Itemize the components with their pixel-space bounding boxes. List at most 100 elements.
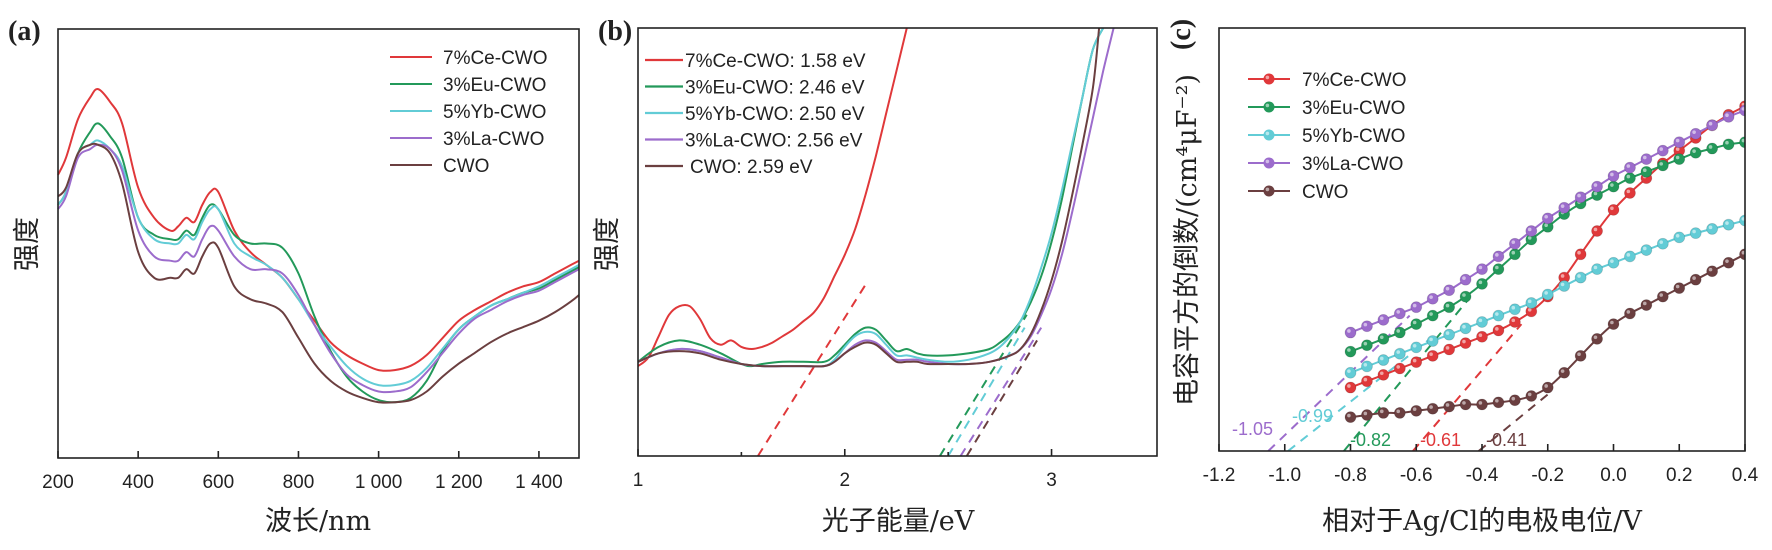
panel-c-point-highlight [1527,236,1532,240]
panel-a-x-axis-title: 波长/nm [265,506,371,537]
panel-c-point-3-eu-cwo [1492,263,1505,276]
panel-c-point-highlight [1626,174,1631,179]
panel-c-point-cwo [1574,349,1587,362]
panel-c-point-highlight [1659,162,1664,166]
panel-c-point-3-la-cwo [1476,263,1488,276]
panel-c-point-highlight [1495,265,1499,270]
panel-a-x-tick-label: 1 400 [515,472,563,493]
panel-c-point-cwo [1706,265,1719,278]
panel-c-point-5-yb-cwo [1377,354,1390,366]
panel-c-plot-frame [1218,27,1746,452]
panel-c-point-highlight [1610,206,1614,211]
panel-b-tauc-plot: (b) 1 2 3 光子能量/eV 强度 7%Ce-CWO: 1.58 eV 3%Eu… [592,16,1158,537]
panel-c-point-3-eu-cwo [1722,138,1735,151]
panel-c-point-3-la-cwo [1574,191,1587,204]
panel-c-x-tick-label: -1.2 [1203,465,1236,486]
panel-c-point-highlight [1363,411,1368,416]
panel-c-point-3-eu-cwo [1673,153,1686,166]
panel-a-legend-label: CWO [443,156,489,177]
panel-c-point-highlight [1511,305,1516,310]
panel-b-legend: 7%Ce-CWO: 1.58 eV 3%Eu-CWO: 2.46 eV 5%Yb-C… [645,51,866,178]
panel-c-point-highlight [1741,138,1745,143]
panel-c-point-7-ce-cwo [1443,343,1456,356]
panel-b-x-tick-label: 3 [1046,470,1057,491]
panel-c-point-highlight [1610,183,1614,187]
panel-c-x-tick-label: -0.4 [1466,465,1499,486]
panel-c-point-highlight [1593,265,1598,270]
panel-a-x-tick-label: 600 [202,472,234,493]
panel-c-legend: 7%Ce-CWO 3%Eu-CWO 5%Yb-CWO 3%La-CWO CWO [1248,70,1407,203]
panel-b-plot-frame [637,27,1158,457]
panel-c-point-5-yb-cwo [1541,288,1554,301]
panel-c-point-highlight [1659,240,1664,244]
panel-c-flatband-annotations: -0.61 -0.82 -0.99 -1.05 -0.41 [1232,406,1527,450]
panel-c-legend-label: 3%La-CWO [1302,154,1403,175]
panel-c-point-highlight [1511,250,1516,255]
panel-c-x-tick-label: 0.2 [1666,465,1692,486]
panel-c-point-3-eu-cwo [1459,290,1472,303]
panel-c-point-cwo [1344,411,1357,424]
panel-c-point-highlight [1363,341,1368,346]
panel-b-label: (b) [598,16,632,47]
panel-c-point-highlight [1478,318,1483,323]
panel-c-point-highlight [1429,312,1433,316]
panel-c-point-3-eu-cwo [1640,165,1653,178]
panel-c-point-highlight [1379,356,1384,361]
panel-c-point-highlight [1544,291,1548,295]
panel-c-point-5-yb-cwo [1624,250,1636,263]
panel-c-point-highlight [1544,214,1548,219]
panel-c-point-highlight [1692,229,1696,234]
panel-c-x-tick-label: -0.6 [1400,465,1433,486]
panel-c-point-7-ce-cwo [1508,316,1521,328]
panel-c-point-highlight [1708,121,1713,126]
panel-c-point-5-yb-cwo [1361,360,1373,373]
panel-c-line-3-eu-cwo [1350,141,1745,353]
panel-c-point-cwo [1492,396,1505,409]
panel-c-point-highlight [1577,352,1581,357]
panel-c-point-3-la-cwo [1591,180,1603,193]
panel-a-x-ticks: 200 400 600 800 1 000 1 200 1 400 [42,451,563,493]
panel-a-legend-label: 3%Eu-CWO [443,75,546,96]
panel-c-point-highlight [1511,240,1516,244]
panel-a-x-tick-label: 800 [283,472,315,493]
panel-c-point-highlight [1577,193,1581,198]
panel-c-point-3-eu-cwo [1689,146,1702,159]
panel-c-point-3-la-cwo [1525,225,1538,237]
panel-c-point-3-la-cwo [1624,161,1636,174]
panel-b-fit-line-5-yb-cwo [947,327,1026,456]
panel-c-point-highlight [1396,350,1401,354]
panel-c-point-3-la-cwo [1508,237,1521,250]
panel-c-point-highlight [1478,401,1483,405]
panel-c-point-highlight [1708,145,1713,149]
panel-c-point-5-yb-cwo [1558,280,1571,292]
panel-c-legend-marker [1263,129,1275,141]
panel-a-plot-frame [57,28,580,459]
panel-c-point-highlight [1445,303,1450,308]
panel-c-legend-marker-highlight [1265,131,1270,136]
panel-c-point-5-yb-cwo [1689,227,1702,240]
panel-c-point-highlight [1577,274,1581,278]
panel-a-line-3-eu-cwo [57,122,580,404]
panel-c-point-3-eu-cwo [1361,339,1373,352]
panel-c-point-highlight [1626,189,1631,194]
panel-c-point-cwo [1377,407,1390,419]
panel-c-point-highlight [1675,233,1680,238]
panel-c-point-highlight [1560,282,1565,287]
panel-c-point-3-la-cwo [1410,301,1423,314]
panel-b-fit-line-7-ce-cwo [757,284,867,456]
panel-c-point-highlight [1347,348,1351,352]
panel-c-point-highlight [1379,409,1384,414]
panel-c-flatband-label-5-yb-cwo: -0.99 [1292,406,1333,426]
panel-a-x-tick-label: 200 [42,472,74,493]
panel-c-point-5-yb-cwo [1607,256,1620,269]
panel-b-line-cwo [638,28,1101,368]
panel-c-x-tick-label: -0.2 [1531,465,1564,486]
panel-c-point-3-la-cwo [1426,292,1439,305]
panel-c-point-highlight [1675,284,1680,289]
panel-b-fit-line-3-eu-cwo [939,314,1028,456]
panel-c-point-3-la-cwo [1344,326,1357,339]
panel-c-point-5-yb-cwo [1492,309,1505,322]
panel-c-x-axis-title: 相对于Ag/Cl的电极电位/V [1322,506,1642,537]
panel-c-point-highlight [1593,191,1598,196]
